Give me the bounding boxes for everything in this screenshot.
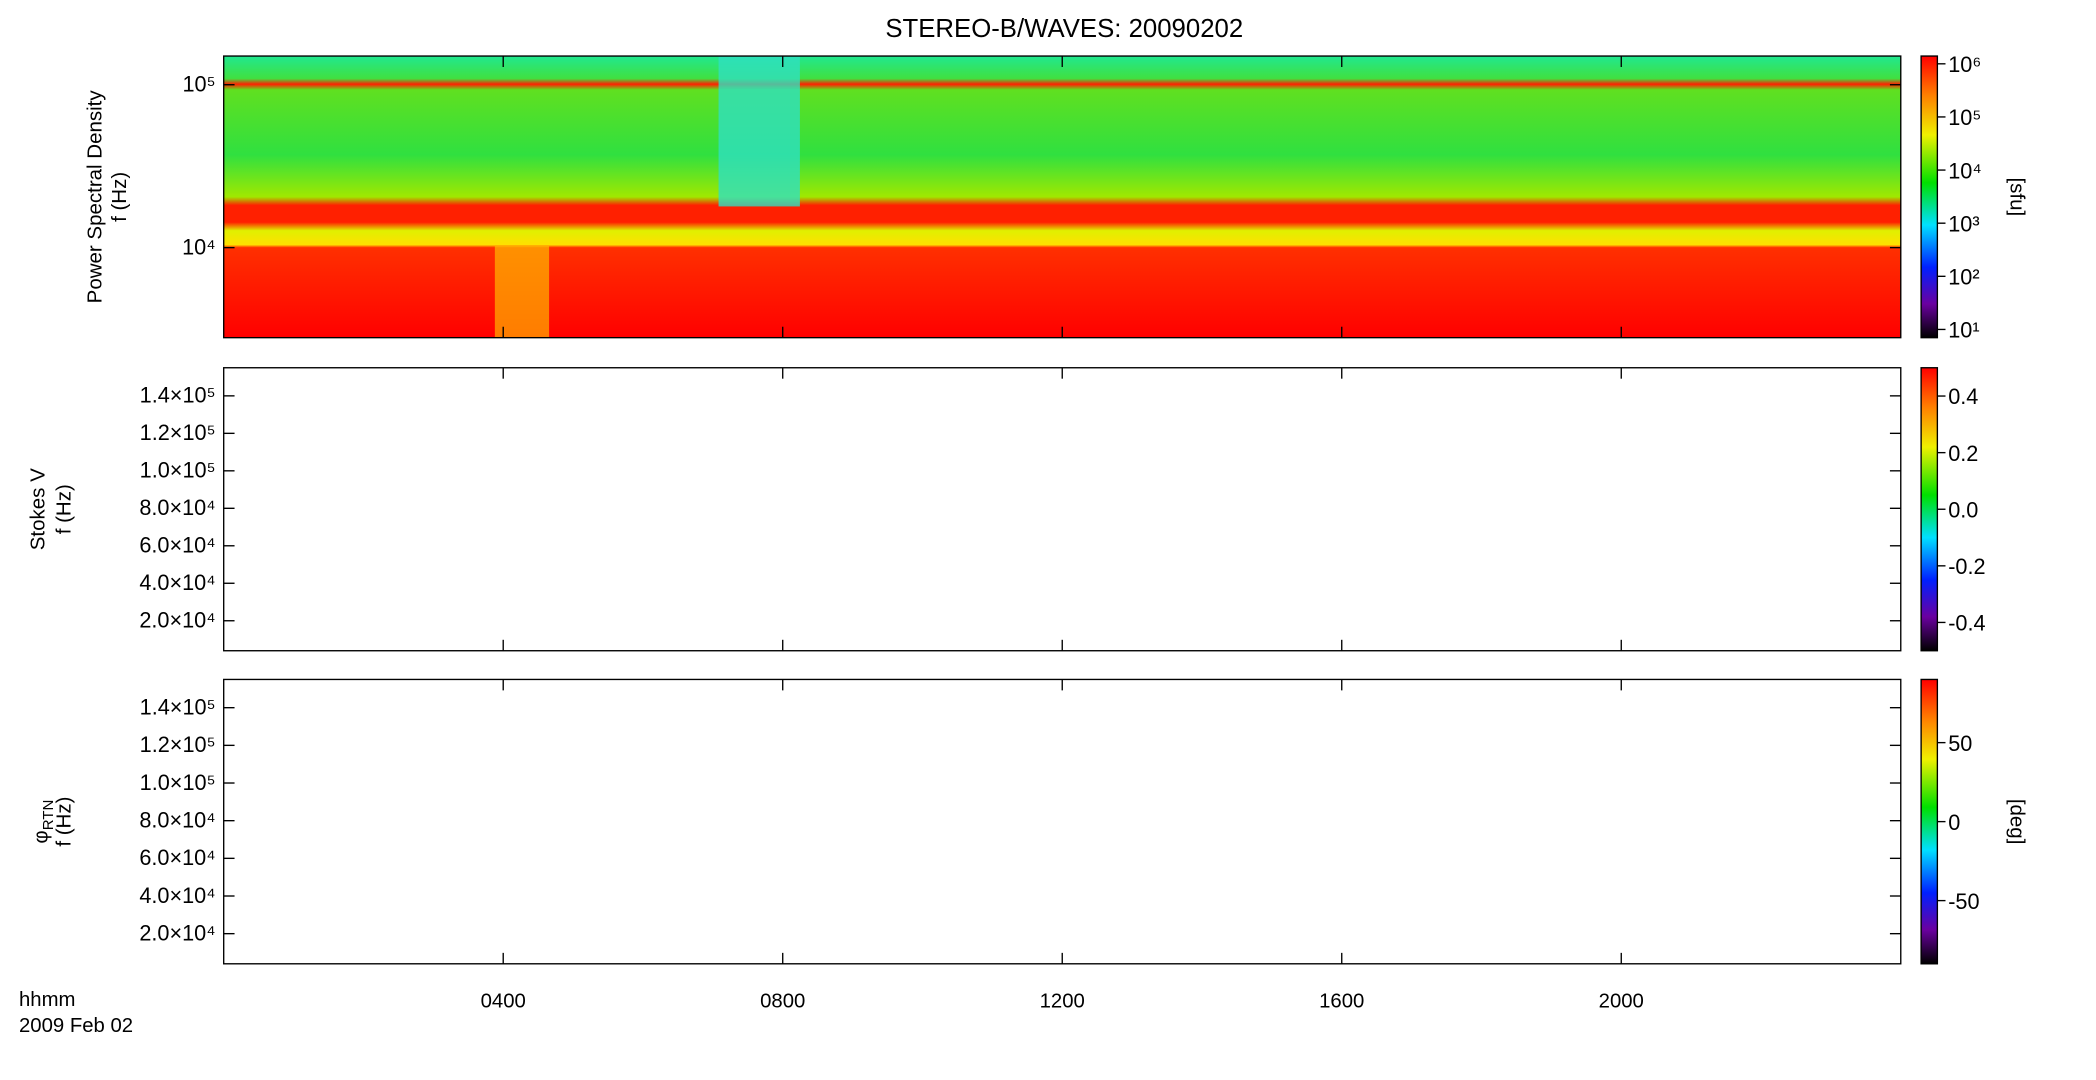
colorbar-label: [sfu]: [2006, 177, 2028, 216]
x-tick-label: 1600: [1319, 990, 1364, 1012]
y-tick-label: 6.0×10⁴: [139, 533, 215, 558]
y-axis-label: f (Hz): [109, 172, 131, 222]
y-tick-label: 2.0×10⁴: [139, 608, 215, 633]
y-axis-label: f (Hz): [54, 797, 76, 847]
y-tick-label: 1.0×10⁵: [140, 458, 216, 483]
colorbar: [1920, 678, 1939, 965]
x-tick-label: 1200: [1040, 990, 1085, 1012]
colorbar-tick-label: -0.4: [1948, 611, 1985, 636]
quantity-text: Stokes V: [28, 468, 50, 550]
colorbar-tick-label: 10⁶: [1948, 52, 1981, 77]
y-tick-label: 8.0×10⁴: [139, 495, 215, 520]
y-tick-label: 8.0×10⁴: [139, 807, 215, 832]
x-axis-label: hhmm: [19, 989, 75, 1011]
colorbar-tick-label: 0.0: [1948, 497, 1978, 522]
y-axis-quantity: Power Spectral Density: [85, 90, 107, 304]
colorbar-tick-label: 10¹: [1948, 318, 1979, 343]
y-tick-label: 1.4×10⁵: [140, 383, 216, 408]
y-tick-label: 6.0×10⁴: [139, 845, 215, 870]
quantity-subscript: RTN: [40, 800, 57, 831]
colorbar-tick-label: 0.2: [1948, 441, 1978, 466]
y-axis-label: f (Hz): [54, 484, 76, 534]
plot-frame: [223, 678, 1902, 965]
colorbar-tick-label: -50: [1948, 889, 1979, 914]
y-tick-label: 1.0×10⁵: [140, 770, 216, 795]
y-tick-label: 10⁴: [182, 234, 215, 259]
chart-title: STEREO-B/WAVES: 20090202: [885, 15, 1243, 43]
colorbar: [1920, 367, 1939, 652]
colorbar-tick-label: 10³: [1948, 211, 1979, 236]
x-tick-label: 0800: [760, 990, 805, 1012]
colorbar-tick-label: 10²: [1948, 264, 1979, 289]
quantity-text: φ: [31, 830, 53, 843]
y-tick-label: 1.4×10⁵: [140, 694, 216, 719]
spectrogram-image: [223, 56, 1901, 338]
y-tick-label: 4.0×10⁴: [139, 883, 215, 908]
plot-frame: [223, 367, 1902, 652]
y-tick-label: 1.2×10⁵: [140, 732, 216, 757]
y-axis-quantity: Stokes V: [28, 468, 50, 550]
x-tick-label: 2000: [1599, 990, 1644, 1012]
colorbar-label: [deg]: [2006, 799, 2028, 845]
date-label: 2009 Feb 02: [19, 1015, 133, 1037]
y-tick-label: 1.2×10⁵: [140, 420, 216, 445]
colorbar-tick-label: 50: [1948, 731, 1972, 756]
y-tick-label: 10⁵: [182, 71, 215, 96]
colorbar-tick-label: 0.4: [1948, 384, 1978, 409]
y-axis-quantity: φRTN: [31, 800, 57, 844]
y-tick-label: 4.0×10⁴: [139, 570, 215, 595]
x-tick-label: 0400: [481, 990, 526, 1012]
spectrogram-feature: [494, 246, 550, 338]
colorbar-tick-label: -0.2: [1948, 554, 1985, 579]
colorbar-tick-label: 0: [1948, 810, 1960, 835]
spectrogram-feature: [718, 56, 800, 207]
colorbar-tick-label: 10⁵: [1948, 105, 1981, 130]
y-tick-label: 2.0×10⁴: [139, 920, 215, 945]
colorbar-tick-label: 10⁴: [1948, 158, 1981, 183]
colorbar: [1920, 55, 1939, 339]
quantity-text: Power Spectral Density: [85, 90, 107, 304]
